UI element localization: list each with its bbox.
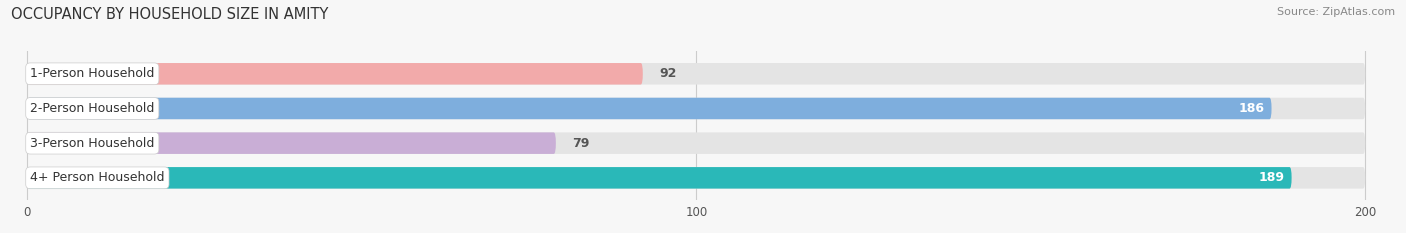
Text: 4+ Person Household: 4+ Person Household <box>30 171 165 184</box>
FancyBboxPatch shape <box>28 63 643 85</box>
Text: 2-Person Household: 2-Person Household <box>30 102 155 115</box>
Text: Source: ZipAtlas.com: Source: ZipAtlas.com <box>1277 7 1395 17</box>
FancyBboxPatch shape <box>28 63 1365 85</box>
Text: 1-Person Household: 1-Person Household <box>30 67 155 80</box>
Text: 92: 92 <box>659 67 676 80</box>
FancyBboxPatch shape <box>28 132 1365 154</box>
Text: 3-Person Household: 3-Person Household <box>30 137 155 150</box>
FancyBboxPatch shape <box>28 98 1271 119</box>
FancyBboxPatch shape <box>28 167 1292 188</box>
Text: 186: 186 <box>1239 102 1265 115</box>
FancyBboxPatch shape <box>28 167 1365 188</box>
FancyBboxPatch shape <box>28 98 1365 119</box>
Text: OCCUPANCY BY HOUSEHOLD SIZE IN AMITY: OCCUPANCY BY HOUSEHOLD SIZE IN AMITY <box>11 7 329 22</box>
Text: 79: 79 <box>572 137 591 150</box>
Text: 189: 189 <box>1258 171 1285 184</box>
FancyBboxPatch shape <box>28 132 555 154</box>
